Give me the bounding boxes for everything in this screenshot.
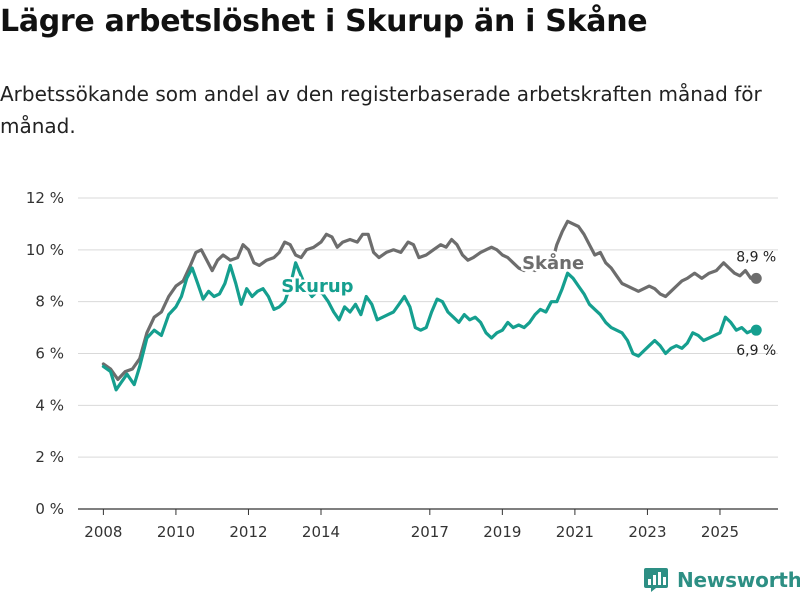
newsworthy-logo[interactable]: Newsworthy: [643, 567, 800, 593]
x-tick-label: 2010: [157, 523, 195, 541]
end-point-skurup: [750, 324, 762, 336]
bar-chart-logo-icon: [644, 568, 668, 592]
y-tick-label: 10 %: [26, 241, 64, 259]
y-tick-label: 6 %: [35, 345, 64, 363]
x-tick-label: 2019: [483, 523, 521, 541]
x-tick-label: 2012: [229, 523, 267, 541]
end-label-skurup: 6,9 %: [736, 343, 776, 359]
x-tick-label: 2021: [556, 523, 594, 541]
line-chart: 0 % 2 % 4 % 6 % 8 % 10 % 12 % 2008 2010 2012 2014 2…: [26, 189, 778, 541]
y-tick-label: 12 %: [26, 189, 64, 207]
x-tick-label: 2014: [302, 523, 340, 541]
chart-title: Lägre arbetslöshet i Skurup än i Skåne: [0, 4, 648, 39]
brand-name: Newsworthy: [677, 568, 800, 592]
x-tick-label: 2008: [84, 523, 122, 541]
series-label-skane: Skåne: [522, 252, 584, 274]
x-tick-label: 2017: [411, 523, 449, 541]
x-tick-label: 2023: [628, 523, 666, 541]
series-label-skurup: Skurup: [281, 276, 353, 297]
y-tick-label: 2 %: [35, 448, 64, 466]
end-point-skane: [750, 272, 762, 284]
y-tick-label: 4 %: [35, 396, 64, 414]
series-line-skurup: [101, 261, 758, 392]
y-tick-label: 0 %: [35, 500, 64, 518]
x-tick-label: 2025: [701, 523, 739, 541]
y-tick-label: 8 %: [35, 293, 64, 311]
chart-subtitle: Arbetssökande som andel av den registerb…: [0, 82, 762, 138]
end-label-skane: 8,9 %: [736, 249, 776, 265]
series-line-skane: [101, 219, 758, 381]
